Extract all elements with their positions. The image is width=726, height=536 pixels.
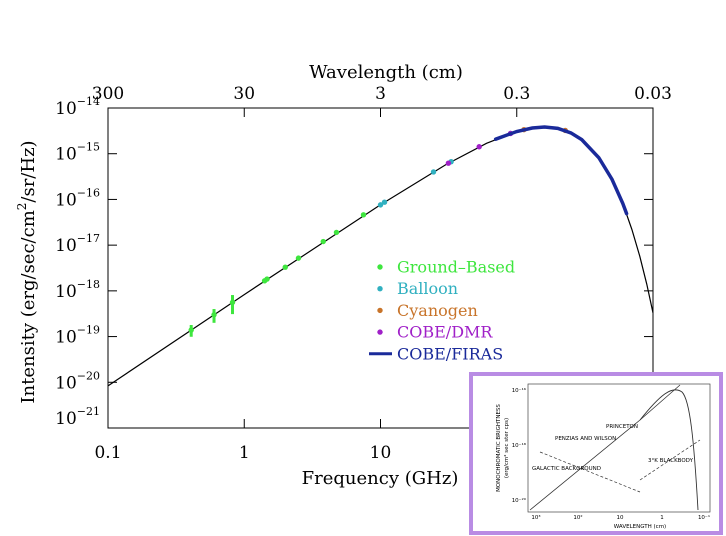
x2-tick-label: 300 (92, 84, 124, 104)
y-tick-base: 10 (55, 190, 77, 210)
legend-swatch (377, 286, 383, 292)
legend-swatch (377, 329, 383, 335)
y-axis-label-part: Intensity (erg/sec/cm (18, 210, 39, 403)
inset-dust (639, 439, 701, 481)
inset-x-tick-label: 10 (617, 515, 624, 521)
y-tick-label: 10−15 (55, 141, 100, 165)
inset-annotation: 3°K BLACKBODY (648, 458, 694, 464)
y-tick-base: 10 (55, 328, 77, 348)
y-tick-exponent: −15 (77, 141, 100, 154)
inset: MONOCHROMATIC BRIGHTNESS (erg/cm² sec st… (469, 372, 723, 535)
x2-tick-label: 0.3 (503, 84, 530, 104)
y-axis-label: Intensity (erg/sec/cm2/sr/Hz) (15, 140, 39, 403)
inset-x-tick-label: 10² (573, 514, 582, 521)
data-point (445, 160, 452, 166)
y-tick-label: 10−16 (55, 186, 100, 210)
inset-y-label: MONOCHROMATIC BRIGHTNESS (496, 404, 502, 492)
y-tick-label: 10−21 (55, 405, 100, 429)
y-tick-exponent: −16 (77, 186, 100, 199)
inset-galactic (539, 451, 641, 493)
legend-label: COBE/FIRAS (397, 344, 503, 363)
inset-x-tick-label: 10⁻¹ (698, 514, 710, 521)
y-tick-base: 10 (55, 236, 77, 256)
inset-x-tick-label: 1 (660, 515, 664, 521)
inset-blackbody (639, 389, 699, 511)
x2-tick-label: 3 (375, 84, 386, 104)
y-tick-exponent: −21 (77, 405, 100, 418)
y-tick-label: 10−19 (55, 324, 100, 348)
y-tick-base: 10 (55, 99, 77, 119)
y-tick-base: 10 (55, 282, 77, 302)
legend-label: Ground–Based (397, 258, 515, 277)
data-point (476, 144, 482, 150)
y-tick-exponent: −14 (77, 95, 100, 108)
legend-swatch (377, 307, 383, 314)
x-axis-label: Frequency (GHz) (302, 468, 459, 489)
y-tick-label: 10−17 (55, 232, 100, 256)
y-tick-exponent: −19 (77, 324, 100, 337)
x2-tick-label: 0.03 (634, 84, 672, 104)
inset-axes (527, 383, 711, 513)
data-point (377, 202, 384, 208)
legend-label: Cyanogen (397, 301, 478, 320)
y-tick-label: 10−18 (55, 278, 100, 302)
inset-x-tick-label: 10³ (531, 514, 540, 521)
x-tick-label: 1 (239, 443, 250, 463)
data-point (211, 312, 217, 318)
x2-tick-label: 30 (233, 84, 255, 104)
inset-y-tick-label: 10⁻²⁰ (512, 497, 527, 504)
legend-label: Balloon (397, 279, 458, 298)
y-tick-exponent: −17 (77, 232, 100, 245)
data-point (360, 212, 367, 218)
x2-axis-label: Wavelength (cm) (309, 62, 463, 83)
data-point (282, 264, 288, 270)
y-tick-label: 10−14 (55, 95, 100, 119)
inset-y-tick-label: 10⁻¹⁶ (512, 387, 527, 394)
inset-y-tick-label: 10⁻¹⁸ (512, 442, 527, 449)
legend-swatch (377, 264, 383, 270)
y-tick-base: 10 (55, 373, 77, 393)
y-tick-base: 10 (55, 145, 77, 165)
y-tick-exponent: −18 (77, 278, 100, 291)
data-point (430, 169, 437, 175)
x-tick-label: 0.1 (94, 443, 121, 463)
inset-annotation: PENZIAS AND WILSON (555, 436, 616, 442)
inset-annotation: PRINCETON (606, 424, 638, 430)
data-point (188, 327, 194, 333)
data-point (333, 229, 340, 236)
data-point (295, 255, 302, 261)
inset-x-label: WAVELENGTH (cm) (614, 524, 666, 530)
y-tick-label: 10−20 (55, 369, 100, 393)
data-point (264, 276, 270, 282)
data-point (320, 238, 326, 245)
y-axis-label-part: /sr/Hz) (18, 140, 39, 202)
y-axis-label-sup: 2 (15, 203, 29, 211)
y-tick-exponent: −20 (77, 369, 100, 382)
inset-annotation: GALACTIC BACKGROUND (532, 466, 601, 472)
x-tick-label: 10 (370, 443, 392, 463)
data-point (381, 199, 388, 205)
data-point (229, 299, 236, 306)
y-tick-base: 10 (55, 409, 77, 429)
theory-curve (107, 126, 654, 387)
legend-label: COBE/DMR (397, 323, 493, 342)
inset-y-unit: (erg/cm² sec ster cps) (503, 418, 510, 478)
firas-line (493, 125, 629, 216)
